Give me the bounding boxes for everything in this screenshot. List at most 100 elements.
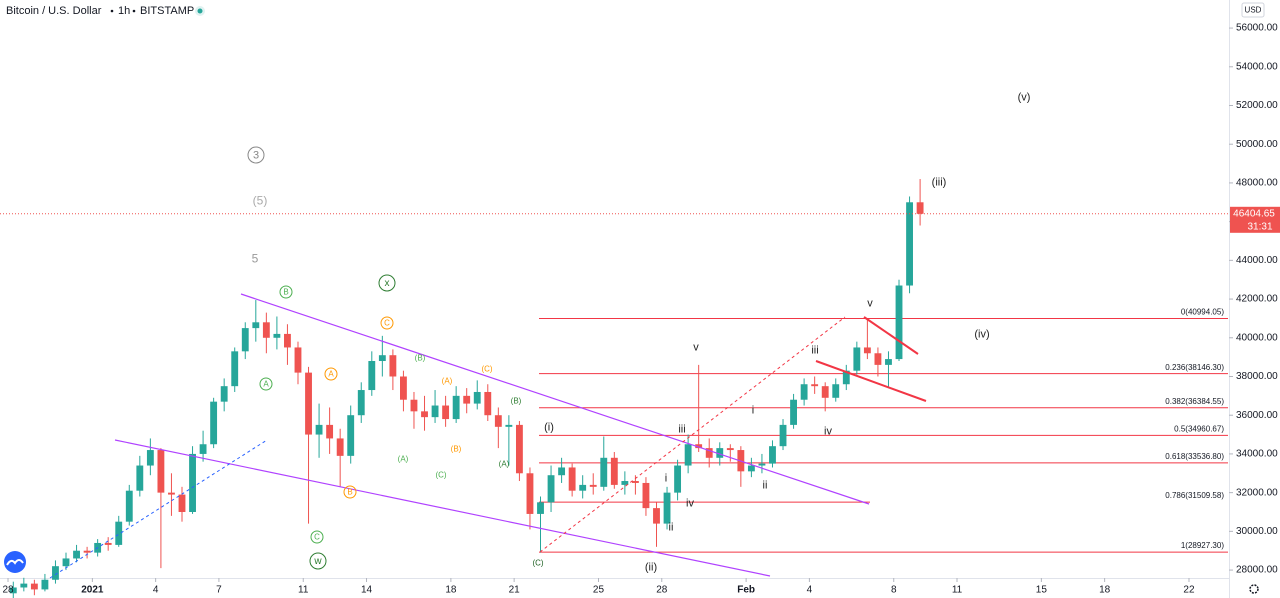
candle-body [83, 550, 91, 553]
candle-body [906, 202, 913, 286]
candle-body [262, 322, 270, 338]
settings-icon[interactable] [1249, 584, 1259, 594]
wave-label: (B) [451, 445, 462, 454]
last-price-label: 46404.65 [1233, 208, 1275, 219]
candle-body [347, 415, 355, 456]
wave-label: v [693, 341, 699, 353]
candle-body [895, 285, 903, 360]
candle-body [811, 384, 819, 387]
wave-label: A [263, 380, 269, 389]
x-tick-label: 18 [1099, 585, 1111, 596]
candle-body [294, 347, 302, 373]
candle-body [885, 359, 892, 365]
plot-area: 0(40994.05) 0.236(38146.30) 0.382(36384.55… [0, 179, 1228, 598]
wedge-line [863, 316, 919, 355]
candle-body [600, 457, 608, 487]
y-tick-label: 48000.00 [1236, 178, 1278, 189]
candle-body [653, 508, 660, 524]
y-tick-label: 54000.00 [1236, 61, 1278, 72]
fib-label: 0.5(34960.67) [1174, 424, 1224, 433]
candle-body [210, 401, 218, 445]
wave-label: A [328, 370, 334, 379]
candle-body [726, 448, 734, 451]
wave-circle [247, 146, 265, 164]
candle-body [779, 424, 787, 447]
x-tick-label: 11 [952, 585, 963, 596]
wave-label: i [752, 404, 754, 416]
countdown: 31:31 [1247, 221, 1272, 232]
candle-body [52, 566, 59, 580]
candle-body [484, 391, 492, 416]
x-tick-label: 11 [298, 585, 309, 596]
last-price-box [1230, 206, 1280, 233]
candle-body [473, 391, 481, 404]
interval[interactable]: 1h [118, 5, 130, 17]
candle-body [273, 333, 281, 338]
currency-button[interactable] [1241, 2, 1265, 18]
candle-body [463, 395, 471, 404]
candle-body [916, 202, 924, 214]
candle-body [125, 490, 133, 522]
wave-label: (v) [1018, 91, 1031, 103]
candle-body [178, 494, 186, 512]
y-tick-label: 50000.00 [1236, 139, 1278, 150]
logo-mark [6, 559, 24, 566]
currency: USD [1245, 6, 1262, 15]
candle-body [241, 328, 249, 352]
wave-label: (A) [442, 377, 453, 386]
candle-body [168, 492, 175, 495]
trend-line [49, 439, 268, 579]
candle-body [758, 463, 766, 466]
wave-label: (B) [511, 397, 522, 406]
candle-body [157, 450, 165, 493]
candle-body [800, 384, 808, 400]
wave-circle [378, 274, 396, 292]
candle-body [515, 424, 523, 474]
candle-body [631, 481, 639, 483]
candle-body [621, 481, 629, 485]
candle-body [357, 390, 365, 416]
candle-body [695, 444, 703, 449]
candle-body [684, 444, 692, 466]
y-tick-label: 32000.00 [1236, 487, 1278, 498]
candle-body [537, 502, 544, 514]
x-tick-label: 18 [445, 585, 457, 596]
wedge-line [815, 360, 927, 402]
candle-body [252, 322, 260, 329]
wave-label: 3 [253, 149, 259, 161]
x-tick-label: 2021 [81, 585, 104, 596]
candle-body [610, 457, 618, 485]
candle-body [663, 492, 671, 524]
candle-body [389, 355, 397, 377]
wave-label: iii [811, 344, 818, 356]
market-status-dot [197, 8, 203, 14]
x-tick-label: 28 [656, 585, 668, 596]
x-tick-label: 7 [216, 585, 222, 596]
candle-body [526, 473, 534, 514]
symbol-title[interactable]: Bitcoin / U.S. Dollar [6, 5, 102, 17]
fib-label: 0(40994.05) [1181, 308, 1224, 317]
trend-line [539, 316, 846, 553]
separator [110, 9, 114, 13]
wave-label: v [867, 297, 873, 309]
candle-body [547, 475, 555, 503]
wave-circle [309, 552, 327, 570]
candle-body [315, 424, 323, 435]
y-tick-label: 30000.00 [1236, 526, 1278, 537]
y-tick-label: 52000.00 [1236, 100, 1278, 111]
wave-label: x [385, 278, 390, 289]
candle-body [716, 448, 724, 458]
candle-body [189, 453, 196, 512]
candle-body [452, 395, 460, 420]
candle-body [568, 467, 576, 491]
wave-label: ii [763, 479, 768, 491]
candle-body [326, 424, 334, 439]
candle-body [842, 370, 850, 385]
y-tick-label: 38000.00 [1236, 371, 1278, 382]
candle-body [821, 386, 829, 398]
exchange[interactable]: BITSTAMP [140, 5, 194, 17]
wave-label: ii [669, 521, 674, 533]
x-tick-label: 4 [807, 585, 813, 596]
candle-body [442, 405, 450, 420]
y-tick-label: 40000.00 [1236, 332, 1278, 343]
